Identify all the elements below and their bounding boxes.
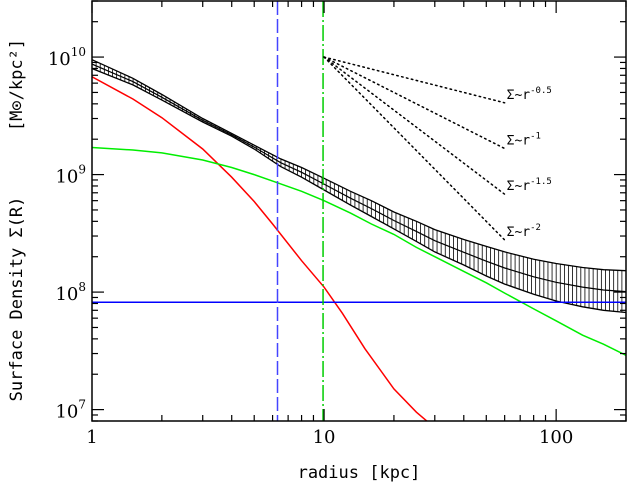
slope-guide-label: Σ~r-1 [507,132,541,149]
error-band-layer [92,59,626,314]
axis-labels-layer: 1 10 100 107 108 109 1010 [48,45,574,448]
x-tick-label: 10 [313,427,336,448]
slope-guide-line [323,56,506,104]
series-line-1 [92,76,428,421]
error-band-upper-edge [92,59,626,272]
y-tick-label: 107 [55,398,86,423]
y-axis-title: Surface Density Σ(R) [7,197,27,402]
axis-ticks-layer [91,0,627,422]
y-axis-unit: [M⊙/kpc²] [7,39,27,131]
slope-guide-line [323,56,506,195]
series-lines-layer [92,76,626,421]
y-tick-label: 108 [55,280,86,305]
slope-guide-line [323,56,506,150]
y-tick-label: 1010 [48,45,86,70]
y-tick-label: 109 [55,163,86,188]
slope-guide-label: Σ~r-1.5 [507,177,552,194]
x-axis-title: radius [kpc] [298,463,421,483]
reference-lines-layer [92,1,626,421]
slope-guide-label: Σ~r-2 [507,223,541,240]
x-tick-label: 100 [539,427,573,448]
error-band-lower-edge [92,67,626,314]
plot-frame [91,0,627,422]
error-band-median-line [92,63,626,293]
slope-guides-layer [323,56,506,241]
slope-guide-line [323,56,506,241]
series-line-2 [92,146,626,356]
x-tick-label: 1 [86,427,97,448]
slope-guide-label: Σ~r-0.5 [507,86,552,103]
